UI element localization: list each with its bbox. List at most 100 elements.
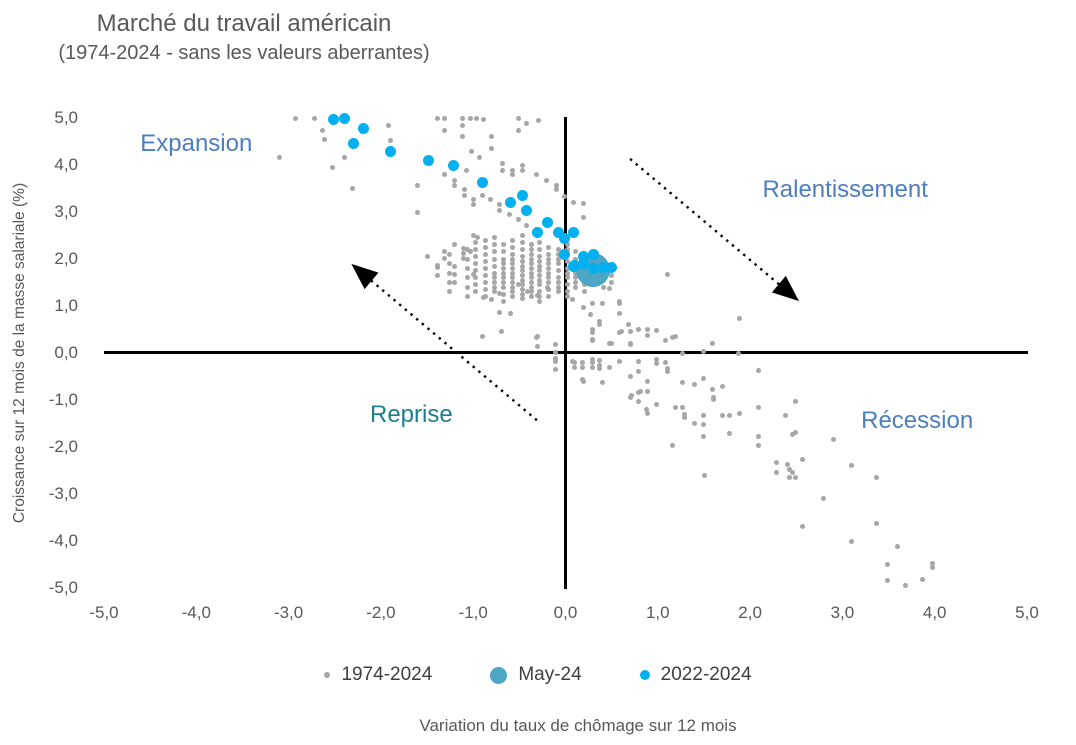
data-point-1974-2024 bbox=[787, 466, 793, 472]
x-tick-label: 2,0 bbox=[738, 603, 762, 622]
data-point-1974-2024 bbox=[528, 261, 534, 267]
x-tick-label: 1,0 bbox=[645, 603, 670, 622]
data-point-1974-2024 bbox=[555, 275, 561, 281]
data-point-1974-2024 bbox=[491, 242, 497, 248]
data-point-1974-2024 bbox=[524, 120, 530, 126]
data-point-1974-2024 bbox=[470, 202, 476, 208]
data-point-1974-2024 bbox=[519, 287, 525, 293]
x-tick-label: -3,0 bbox=[273, 603, 304, 622]
data-point-1974-2024 bbox=[528, 280, 534, 285]
data-point-1974-2024 bbox=[564, 282, 570, 288]
x-tick-label: -1,0 bbox=[458, 603, 488, 622]
data-point-1974-2024 bbox=[507, 310, 513, 316]
data-point-1974-2024 bbox=[519, 268, 525, 274]
data-point-1974-2024 bbox=[506, 212, 512, 218]
data-point-1974-2024 bbox=[528, 242, 534, 248]
data-point-1974-2024 bbox=[589, 327, 595, 333]
data-point-2022-2024 bbox=[559, 249, 571, 261]
data-point-1974-2024 bbox=[510, 275, 516, 281]
data-point-1974-2024 bbox=[664, 369, 670, 375]
data-point-1974-2024 bbox=[555, 247, 561, 253]
data-point-2022-2024 bbox=[587, 263, 599, 275]
data-point-1974-2024 bbox=[546, 287, 552, 293]
data-point-1974-2024 bbox=[895, 543, 901, 549]
data-point-1974-2024 bbox=[645, 332, 651, 338]
data-point-2022-2024 bbox=[476, 177, 488, 189]
data-point-1974-2024 bbox=[570, 359, 576, 365]
x-tick-label: -2,0 bbox=[366, 603, 396, 622]
data-point-1974-2024 bbox=[774, 470, 780, 476]
data-point-1974-2024 bbox=[501, 280, 507, 285]
data-point-1974-2024 bbox=[607, 364, 613, 370]
data-point-1974-2024 bbox=[535, 333, 541, 339]
data-point-1974-2024 bbox=[709, 386, 715, 392]
data-point-1974-2024 bbox=[320, 127, 326, 133]
data-point-1974-2024 bbox=[672, 404, 678, 410]
data-point-1974-2024 bbox=[468, 149, 474, 155]
data-point-1974-2024 bbox=[627, 329, 633, 335]
y-tick-label: 1,0 bbox=[54, 296, 78, 315]
data-point-1974-2024 bbox=[501, 256, 507, 262]
data-point-1974-2024 bbox=[434, 115, 440, 121]
data-point-1974-2024 bbox=[482, 272, 488, 278]
data-point-1974-2024 bbox=[528, 251, 534, 257]
data-point-1974-2024 bbox=[635, 399, 641, 405]
data-point-1974-2024 bbox=[510, 265, 516, 271]
data-point-1974-2024 bbox=[460, 251, 466, 257]
quadrant-label-ralentissement: Ralentissement bbox=[762, 175, 928, 203]
data-point-1974-2024 bbox=[501, 261, 507, 267]
data-point-1974-2024 bbox=[491, 249, 497, 255]
data-point-1974-2024 bbox=[519, 291, 525, 297]
data-point-1974-2024 bbox=[654, 401, 660, 407]
data-point-1974-2024 bbox=[654, 356, 660, 362]
data-point-1974-2024 bbox=[528, 256, 534, 262]
data-point-1974-2024 bbox=[719, 384, 725, 390]
data-point-1974-2024 bbox=[322, 136, 328, 142]
data-point-1974-2024 bbox=[537, 294, 543, 300]
data-point-1974-2024 bbox=[482, 251, 488, 257]
data-point-1974-2024 bbox=[482, 258, 488, 264]
data-point-1974-2024 bbox=[528, 275, 534, 281]
data-point-1974-2024 bbox=[465, 265, 471, 271]
data-point-1974-2024 bbox=[528, 289, 534, 295]
data-point-1974-2024 bbox=[902, 582, 908, 588]
data-point-1974-2024 bbox=[500, 167, 506, 173]
legend: 1974-2024 May-24 2022-2024 bbox=[0, 664, 1076, 686]
data-point-1974-2024 bbox=[645, 378, 651, 384]
data-point-1974-2024 bbox=[459, 116, 465, 122]
data-point-1974-2024 bbox=[582, 289, 588, 295]
data-point-1974-2024 bbox=[528, 294, 534, 300]
legend-item-1974-2024: 1974-2024 bbox=[324, 664, 432, 686]
data-point-1974-2024 bbox=[546, 244, 552, 250]
data-point-2022-2024 bbox=[577, 250, 589, 262]
data-point-1974-2024 bbox=[790, 432, 796, 438]
data-point-1974-2024 bbox=[462, 187, 468, 193]
data-point-1974-2024 bbox=[491, 280, 497, 285]
quadrant-label-récession: Récession bbox=[861, 407, 974, 435]
data-point-1974-2024 bbox=[727, 412, 733, 418]
data-point-1974-2024 bbox=[473, 261, 479, 267]
data-point-1974-2024 bbox=[519, 282, 525, 288]
data-point-1974-2024 bbox=[474, 115, 480, 121]
data-point-1974-2024 bbox=[629, 393, 635, 399]
data-point-2022-2024 bbox=[347, 138, 359, 150]
data-point-1974-2024 bbox=[501, 249, 507, 255]
data-point-1974-2024 bbox=[452, 177, 458, 183]
quadrant-label-reprise: Reprise bbox=[369, 401, 453, 429]
data-point-1974-2024 bbox=[579, 360, 585, 366]
data-point-1974-2024 bbox=[482, 294, 488, 300]
data-point-1974-2024 bbox=[462, 192, 468, 198]
blue-dot-icon bbox=[639, 670, 650, 680]
data-point-1974-2024 bbox=[885, 578, 891, 584]
data-point-1974-2024 bbox=[800, 524, 806, 530]
data-point-1974-2024 bbox=[489, 134, 495, 140]
data-point-1974-2024 bbox=[755, 368, 761, 374]
data-point-1974-2024 bbox=[555, 251, 561, 257]
data-point-1974-2024 bbox=[609, 280, 615, 285]
legend-item-may-24: May-24 bbox=[490, 664, 582, 686]
data-point-1974-2024 bbox=[446, 261, 452, 267]
data-point-1974-2024 bbox=[774, 460, 780, 466]
data-point-1974-2024 bbox=[700, 348, 706, 354]
